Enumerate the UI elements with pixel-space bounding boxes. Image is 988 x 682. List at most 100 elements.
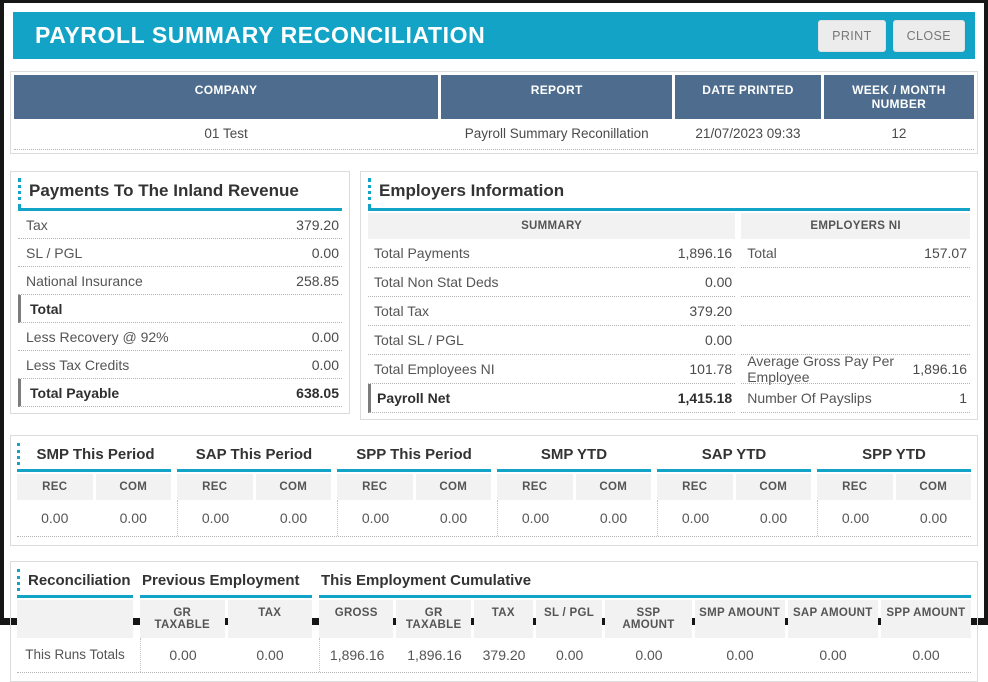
row-label: Total Employees NI (374, 361, 495, 377)
row-value: 157.07 (924, 245, 967, 261)
sl-pgl-value: 0.00 (556, 647, 584, 663)
statutory-title-spp-ytd: SPP YTD (817, 443, 971, 472)
report-value: Payroll Summary Reconillation (464, 126, 649, 141)
previous-employment-title: Previous Employment (140, 569, 312, 598)
this-employment-title: This Employment Cumulative (319, 569, 971, 598)
statutory-headers-group: REC COM (817, 474, 971, 500)
com-value: 0.00 (759, 510, 788, 526)
statutory-payments-section: SMP This Period SAP This Period SPP This… (10, 435, 978, 546)
statutory-headers-group: REC COM (657, 474, 811, 500)
com-column-header: COM (735, 474, 811, 500)
tax-column-header: TAX (473, 600, 533, 638)
payments-row-national-insurance: National Insurance 258.85 (18, 267, 342, 295)
com-value: 0.00 (439, 510, 468, 526)
com-column-header: COM (255, 474, 331, 500)
row-label: Tax (26, 216, 48, 233)
statutory-values-sap-ytd: 0.00 0.00 (657, 500, 811, 536)
rec-column-header: REC (497, 474, 573, 500)
main-panels: Payments To The Inland Revenue Tax 379.2… (10, 171, 978, 420)
statutory-title-sap-period: SAP This Period (177, 443, 331, 472)
this-employment-values: 1,896.16 1,896.16 379.20 0.00 0.00 0.00 … (319, 638, 971, 672)
ssp-amount-value: 0.00 (635, 647, 663, 663)
statutory-headers-group: REC COM (337, 474, 491, 500)
com-column-header: COM (575, 474, 651, 500)
summary-row-total-sl-pgl: Total SL / PGL 0.00 (368, 326, 736, 355)
statutory-title-smp-ytd: SMP YTD (497, 443, 651, 472)
summary-row-total-tax: Total Tax 379.20 (368, 297, 736, 326)
smp-amount-column-header: SMP AMOUNT (694, 600, 785, 638)
report-info-header: COMPANY REPORT DATE PRINTED WEEK / MONTH… (14, 75, 974, 119)
statutory-values-smp-ytd: 0.00 0.00 (497, 500, 651, 536)
ni-row-empty-2 (741, 297, 970, 326)
sap-amount-column-header: SAP AMOUNT (787, 600, 878, 638)
report-info-row: 01 Test Payroll Summary Reconillation 21… (14, 119, 974, 150)
ni-row-number-of-payslips: Number Of Payslips 1 (741, 384, 970, 413)
statutory-headers-group: REC COM (177, 474, 331, 500)
close-button[interactable]: CLOSE (892, 19, 965, 52)
company-value: 01 Test (204, 126, 248, 141)
row-label: SL / PGL (26, 244, 83, 261)
gross-column-header: GROSS (319, 600, 394, 638)
tax-value: 0.00 (256, 647, 284, 663)
smp-amount-value: 0.00 (726, 647, 754, 663)
payments-rows: Tax 379.20 SL / PGL 0.00 National Insura… (18, 211, 342, 407)
com-value: 0.00 (919, 510, 948, 526)
tax-value: 379.20 (482, 647, 526, 663)
report-info-section: COMPANY REPORT DATE PRINTED WEEK / MONTH… (10, 71, 978, 154)
row-value: 638.05 (296, 384, 339, 401)
reconciliation-values-row: This Runs Totals 0.00 0.00 1,896.16 1,89… (17, 638, 971, 673)
tax-column-header: TAX (227, 600, 312, 638)
row-value: 0.00 (311, 356, 339, 373)
rec-column-header: REC (817, 474, 893, 500)
statutory-headers-group: REC COM (497, 474, 651, 500)
row-value: 1,896.16 (912, 361, 968, 377)
summary-column: SUMMARY Total Payments 1,896.16 Total No… (368, 213, 736, 413)
row-label: National Insurance (26, 272, 143, 289)
rec-value: 0.00 (841, 510, 870, 526)
com-value: 0.00 (119, 510, 147, 526)
gr-taxable-column-header: GR TAXABLE (140, 600, 225, 638)
rec-column-header: REC (657, 474, 733, 500)
row-value: 101.78 (689, 361, 733, 377)
week-month-value: 12 (891, 126, 907, 141)
this-employment-headers: GROSS GR TAXABLE TAX SL / PGL SSP AMOUNT… (319, 600, 971, 638)
employers-ni-column-header: EMPLOYERS NI (741, 213, 970, 239)
employers-ni-column: EMPLOYERS NI Total 157.07 (741, 213, 970, 413)
com-column-header: COM (895, 474, 971, 500)
ni-row-empty-1 (741, 268, 970, 297)
row-label: Average Gross Pay Per Employee (747, 353, 895, 385)
rec-column-header: REC (177, 474, 253, 500)
sap-amount-value: 0.00 (819, 647, 847, 663)
row-label: Payroll Net (377, 390, 451, 406)
date-printed-value: 21/07/2023 09:33 (695, 126, 801, 141)
row-value: 258.85 (296, 272, 339, 289)
column-header-week-month: WEEK / MONTH NUMBER (823, 75, 974, 119)
statutory-title-smp-period: SMP This Period (17, 443, 171, 472)
print-button[interactable]: PRINT (818, 19, 886, 52)
statutory-values-sap-period: 0.00 0.00 (177, 500, 331, 536)
statutory-titles-row: SMP This Period SAP This Period SPP This… (17, 443, 971, 472)
row-value: 1,415.18 (677, 390, 733, 406)
payments-panel-title: Payments To The Inland Revenue (18, 178, 342, 208)
rec-value: 0.00 (201, 510, 230, 526)
payments-row-less-recovery: Less Recovery @ 92% 0.00 (18, 323, 342, 351)
employers-panel: Employers Information SUMMARY Total Paym… (360, 171, 978, 420)
previous-employment-headers: GR TAXABLE TAX (140, 600, 312, 638)
row-value: 0.00 (704, 274, 733, 290)
previous-employment-values: 0.00 0.00 (140, 638, 312, 672)
row-label: Less Tax Credits (26, 356, 130, 373)
employers-panel-title: Employers Information (368, 178, 970, 208)
row-label: Total (30, 300, 63, 317)
rec-value: 0.00 (521, 510, 550, 526)
row-value: 1,896.16 (677, 245, 733, 261)
row-label: Total Non Stat Deds (374, 274, 499, 290)
payments-panel: Payments To The Inland Revenue Tax 379.2… (10, 171, 350, 414)
statutory-values-spp-ytd: 0.00 0.00 (817, 500, 971, 536)
row-label: Total Payments (374, 245, 470, 261)
column-header-report: REPORT (441, 75, 673, 119)
column-header-company: COMPANY (14, 75, 439, 119)
rec-column-header: REC (337, 474, 413, 500)
reconciliation-column-headers-row: GR TAXABLE TAX GROSS GR TAXABLE TAX SL /… (17, 600, 971, 638)
statutory-values-row: 0.00 0.00 0.00 0.00 0.00 0.00 0.00 0.00 … (17, 500, 971, 537)
title-bar: PAYROLL SUMMARY RECONCILIATION PRINT CLO… (13, 12, 975, 59)
